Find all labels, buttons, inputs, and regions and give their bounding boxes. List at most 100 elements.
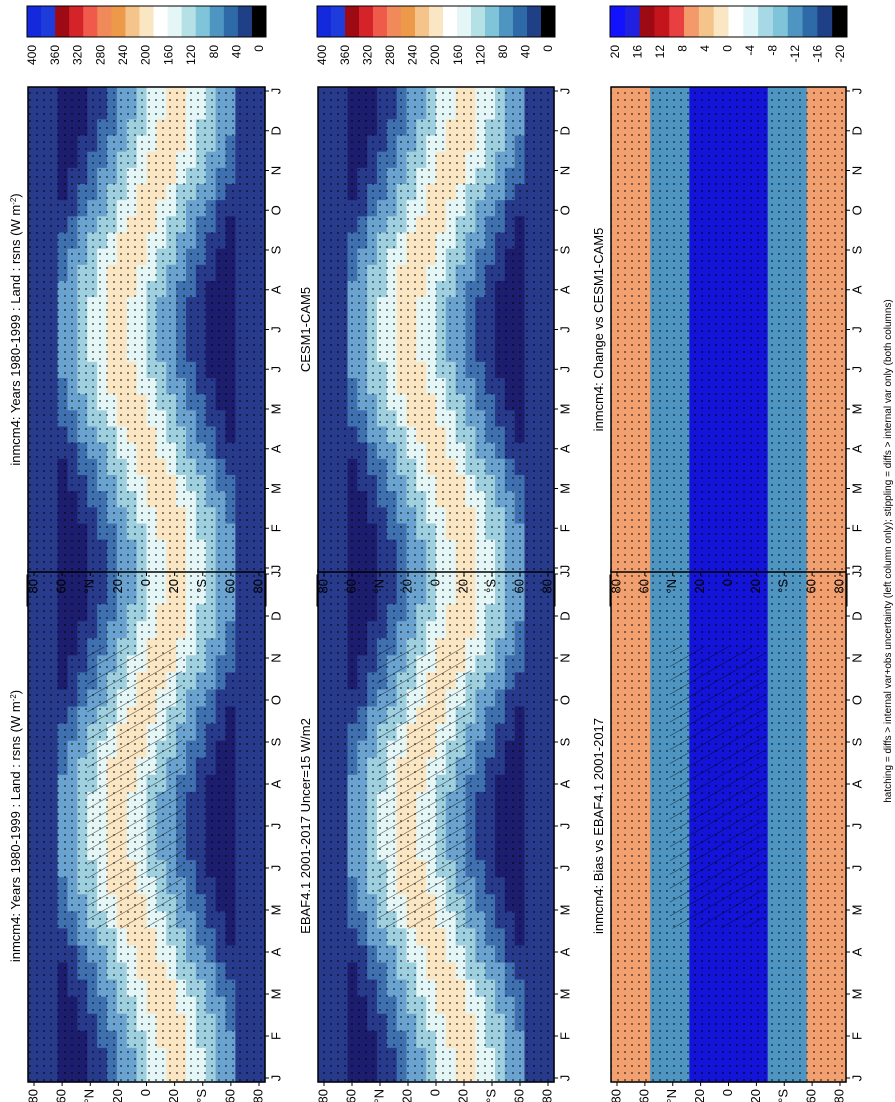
colorbar-swatch xyxy=(195,6,211,37)
latitude-tick-label: 60 xyxy=(54,1089,69,1102)
month-tick-label: J xyxy=(268,1075,283,1082)
latitude-tick-label: 20 xyxy=(110,1089,125,1102)
colorbar-tick-label: 200 xyxy=(139,45,153,65)
month-tick-label: J xyxy=(557,366,572,373)
colorbar-tick-label: 360 xyxy=(48,45,62,65)
panel-title-suffix: ) xyxy=(8,193,23,197)
colorbar-swatch xyxy=(513,6,528,37)
latitude-tick-label: °S xyxy=(776,579,791,593)
month-tick-label: O xyxy=(268,695,283,705)
latitude-tick-label: 20 xyxy=(748,1089,763,1102)
colorbar-swatch xyxy=(69,6,84,37)
latitude-tick-label: 60 xyxy=(636,579,651,593)
month-tick-label: J xyxy=(268,366,283,373)
colorbar-frame xyxy=(26,5,267,38)
month-tick-label: N xyxy=(268,166,283,175)
latitude-tick-label: 80 xyxy=(315,1089,330,1102)
latitude-tick-label: 80 xyxy=(608,579,623,593)
colorbar-swatch xyxy=(27,6,42,37)
colorbar-swatch xyxy=(153,6,169,37)
chart-panel: 40036032028024020016012080400JFMAMJJASON… xyxy=(298,569,572,1102)
month-tick-label: N xyxy=(849,653,864,662)
colorbar-swatch xyxy=(429,6,444,37)
month-tick-label: A xyxy=(557,285,572,294)
latitude-tick-label: °N xyxy=(82,579,97,594)
latitude-tick-label: 0 xyxy=(720,579,735,586)
month-tick-label: N xyxy=(557,166,572,175)
hatching-overlay xyxy=(87,646,183,929)
month-tick-label: A xyxy=(268,285,283,294)
panel-title-superscript: -2 xyxy=(9,694,18,702)
stippling-overlay xyxy=(318,87,554,572)
latitude-tick-label: 60 xyxy=(511,1089,526,1102)
colorbar-swatch xyxy=(743,6,759,37)
stippling-overlay xyxy=(28,87,265,572)
colorbar-tick-label: 0 xyxy=(721,45,735,52)
colorbar-swatch xyxy=(55,6,70,37)
month-tick-label: O xyxy=(849,695,864,705)
month-tick-label: D xyxy=(849,611,864,620)
month-tick-label: J xyxy=(849,366,864,373)
month-tick-label: A xyxy=(557,947,572,956)
month-tick-label: J xyxy=(268,88,283,95)
colorbar-tick-label: 200 xyxy=(428,45,442,65)
chart-panel: 201612840-4-8-12-16-20JFMAMJJASONDJ8060°… xyxy=(591,569,864,1102)
colorbar-swatch xyxy=(317,6,332,37)
month-tick-label: J xyxy=(849,823,864,830)
colorbar-swatch xyxy=(237,6,253,37)
month-tick-label: O xyxy=(557,695,572,705)
month-tick-label: A xyxy=(849,444,864,453)
month-tick-label: J xyxy=(557,865,572,872)
month-tick-label: M xyxy=(849,404,864,415)
month-tick-label: M xyxy=(557,483,572,494)
month-tick-label: O xyxy=(849,205,864,215)
colorbar-tick-label: 240 xyxy=(116,45,130,65)
colorbar-swatch xyxy=(415,6,430,37)
colorbar-tick-label: 360 xyxy=(338,45,352,65)
colorbar-swatch xyxy=(541,6,556,37)
panel-title: inmcm4: Change vs CESM1-CAM5 xyxy=(591,228,606,432)
month-tick-label: J xyxy=(268,326,283,333)
colorbar-swatch xyxy=(345,6,360,37)
month-tick-label: N xyxy=(268,653,283,662)
latitude-tick-label: 20 xyxy=(110,579,125,593)
latitude-tick-label: 20 xyxy=(455,579,470,593)
month-tick-label: S xyxy=(557,245,572,254)
colorbar-tick-label: 320 xyxy=(360,45,374,65)
latitude-tick-label: 0 xyxy=(427,1089,442,1096)
latitude-tick-label: 20 xyxy=(166,579,181,593)
month-tick-label: M xyxy=(268,483,283,494)
colorbar-tick-label: 240 xyxy=(406,45,420,65)
month-tick-label: O xyxy=(268,205,283,215)
latitude-tick-label: °S xyxy=(194,1089,209,1102)
latitude-tick-label: 80 xyxy=(831,579,846,593)
month-tick-label: N xyxy=(557,653,572,662)
panel-title: EBAF4.1 2001-2017 Uncer=15 W/m2 xyxy=(298,718,313,934)
month-tick-label: A xyxy=(268,779,283,788)
month-tick-label: J xyxy=(849,571,864,578)
latitude-tick-label: 80 xyxy=(250,579,265,593)
month-tick-label: F xyxy=(268,524,283,532)
month-tick-label: F xyxy=(849,524,864,532)
month-tick-label: S xyxy=(557,737,572,746)
colorbar-swatch xyxy=(373,6,388,37)
month-tick-label: N xyxy=(849,166,864,175)
colorbar-tick-label: 120 xyxy=(473,45,487,65)
month-tick-label: S xyxy=(268,245,283,254)
month-tick-label: F xyxy=(557,524,572,532)
latitude-tick-label: °S xyxy=(483,1089,498,1102)
month-tick-label: A xyxy=(557,779,572,788)
colorbar-swatch xyxy=(443,6,458,37)
hatching-overlay xyxy=(669,646,764,929)
colorbar-swatch xyxy=(223,6,239,37)
colorbar-tick-label: 40 xyxy=(519,45,533,59)
month-tick-label: A xyxy=(268,947,283,956)
month-tick-label: M xyxy=(557,989,572,1000)
colorbar-tick-label: 4 xyxy=(698,45,712,52)
colorbar-swatch xyxy=(713,6,729,37)
latitude-tick-label: °N xyxy=(82,1089,97,1102)
panel-title: CESM1-CAM5 xyxy=(298,287,313,372)
month-tick-label: J xyxy=(268,571,283,578)
